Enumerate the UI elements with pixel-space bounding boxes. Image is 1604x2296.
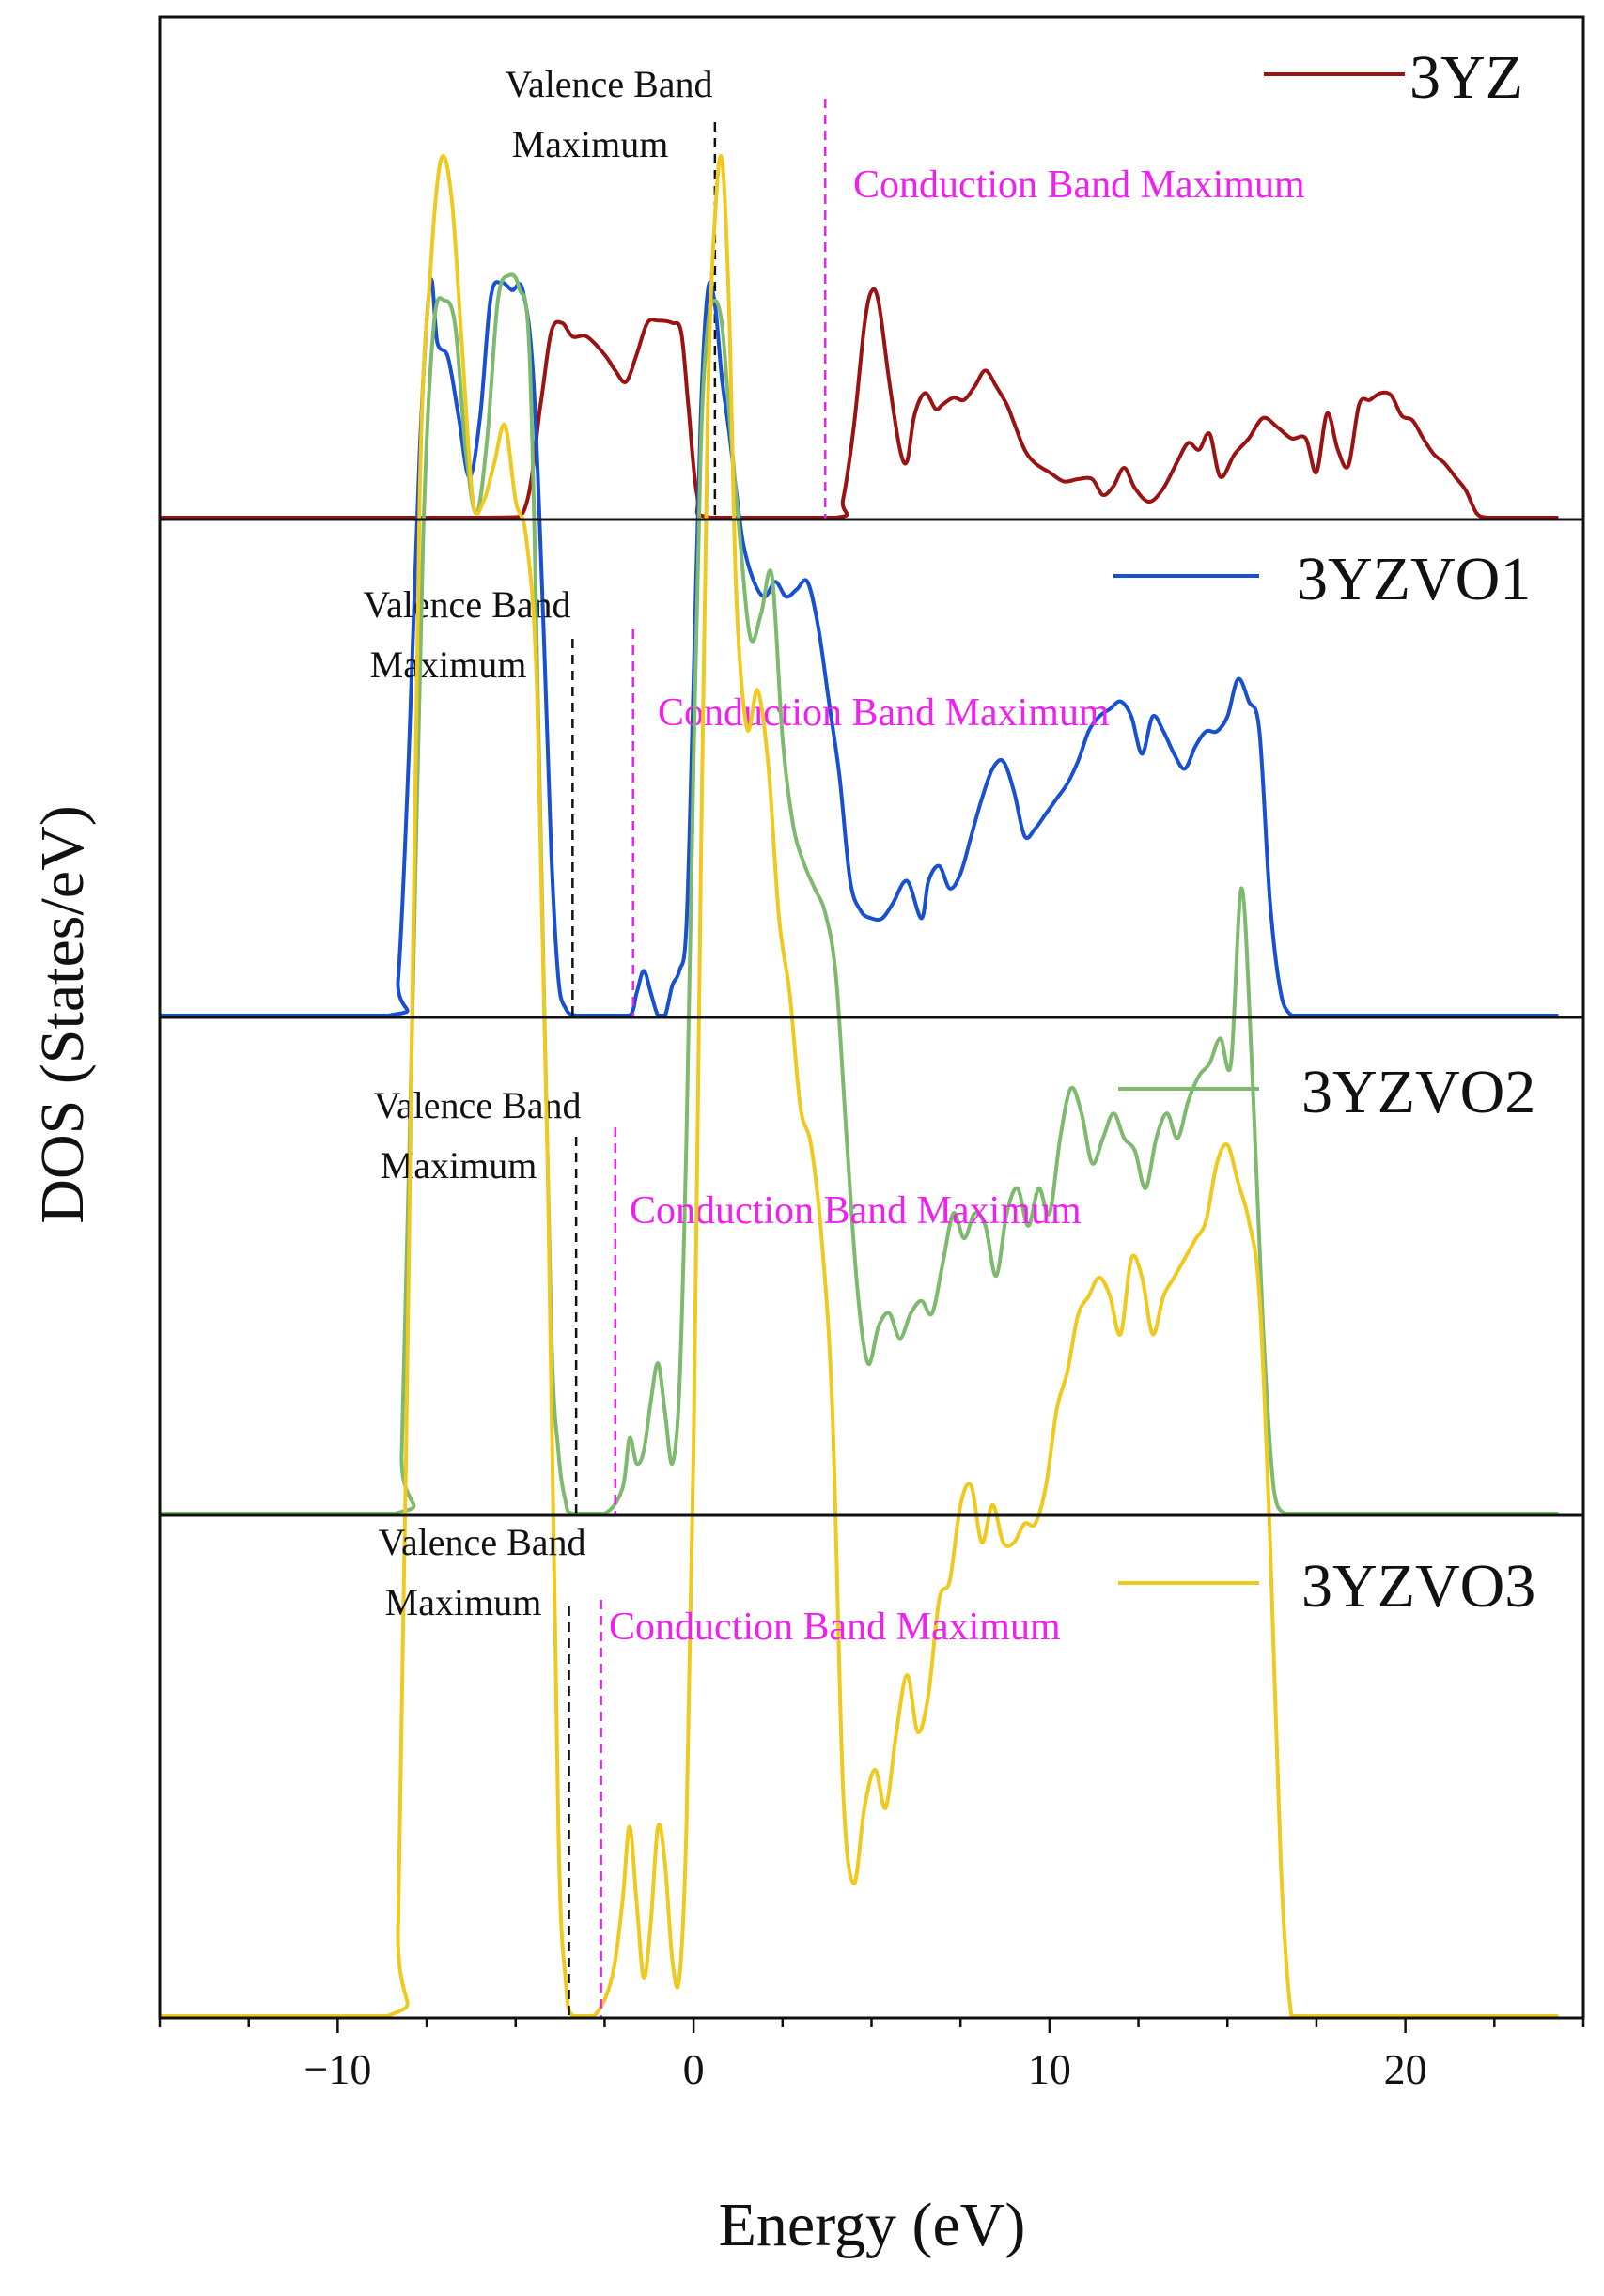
x-tick-label: 10	[1028, 2045, 1071, 2093]
panels-layer: Valence Band Maximum Conduction Band Maxim…	[159, 43, 1559, 2019]
x-axis-label: Energy (eV)	[719, 2191, 1026, 2259]
vbm-annotation-line1: Valence Band	[363, 583, 570, 626]
vbm-annotation-line2: Maximum	[512, 123, 669, 165]
vbm-annotation-line1: Valence Band	[505, 63, 712, 105]
cbm-annotation: Conduction Band Maximum	[658, 691, 1110, 735]
cbm-annotation: Conduction Band Maximum	[630, 1189, 1082, 1233]
cbm-annotation: Conduction Band Maximum	[853, 163, 1305, 207]
panel-3yzvo1: Valence Band Maximum Conduction Band Maxim…	[160, 277, 1559, 1017]
dos-curve-3yzvo1	[160, 277, 1559, 1017]
legend-label: 3YZVO1	[1297, 545, 1531, 613]
panel-3yzvo3: Valence Band Maximum Conduction Band Maxim…	[159, 153, 1559, 2019]
dos-curve-3yz	[160, 287, 1559, 520]
vbm-annotation-line2: Maximum	[381, 1144, 537, 1187]
vbm-annotation-line2: Maximum	[385, 1581, 542, 1623]
x-tick-label: 0	[683, 2045, 705, 2093]
x-tick-label: −10	[304, 2045, 371, 2093]
vbm-annotation-line1: Valence Band	[373, 1084, 581, 1126]
legend-label: 3YZ	[1409, 43, 1523, 112]
axes-layer: −10 0 10 20	[158, 15, 1585, 2093]
dos-curve-3yzvo2	[160, 272, 1559, 1516]
panel-3yz: Valence Band Maximum Conduction Band Maxim…	[160, 43, 1559, 520]
legend-label: 3YZVO3	[1301, 1552, 1535, 1621]
vbm-annotation-line1: Valence Band	[378, 1521, 585, 1563]
x-tick-label: 20	[1384, 2045, 1427, 2093]
dos-curve-3yzvo3	[159, 153, 1559, 2019]
y-axis-label: DOS (States/eV)	[28, 805, 97, 1223]
legend-label: 3YZVO2	[1301, 1058, 1535, 1126]
cbm-annotation: Conduction Band Maximum	[609, 1606, 1061, 1649]
vbm-annotation-line2: Maximum	[370, 644, 527, 686]
